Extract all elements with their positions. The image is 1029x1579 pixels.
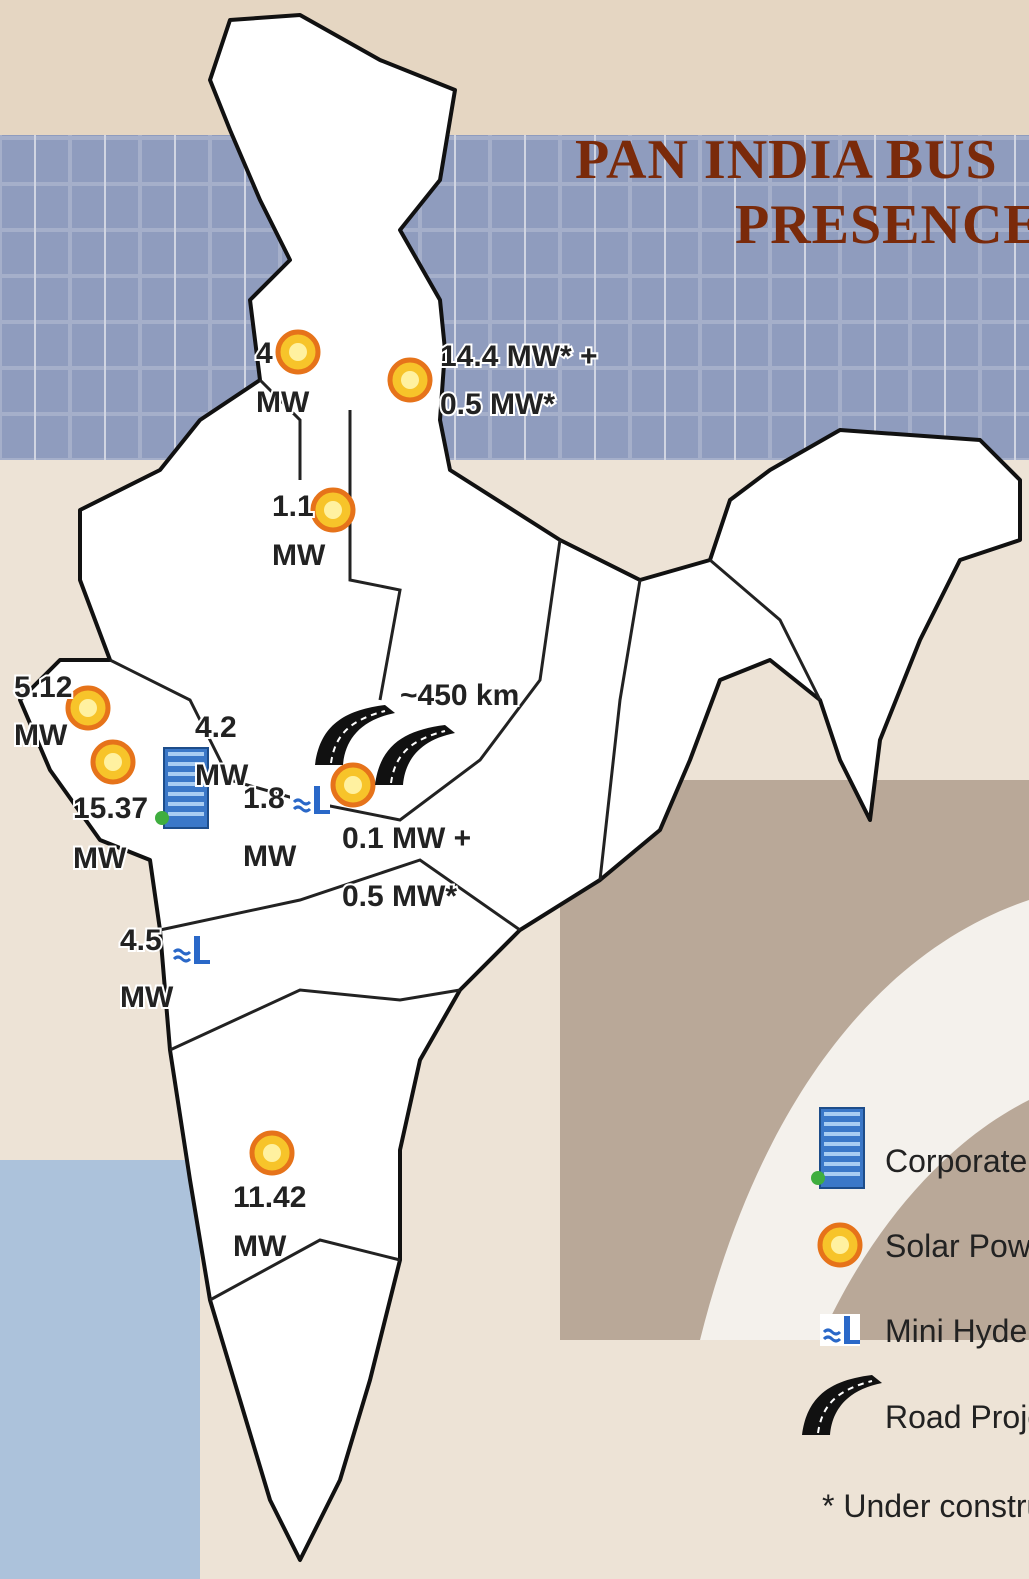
label: MW <box>272 539 326 572</box>
label: MW <box>233 1230 287 1263</box>
title-line: PRESENCE <box>735 194 1029 256</box>
solar-icon <box>93 742 133 782</box>
legend-icon <box>820 1225 860 1265</box>
solar-icon <box>278 332 318 372</box>
title-line: PAN INDIA BUS <box>575 129 998 191</box>
solar-icon <box>313 490 353 530</box>
label: 15.37 <box>73 792 148 825</box>
label: MW <box>14 719 68 752</box>
label: MW <box>195 759 249 792</box>
label: 5.12 <box>14 671 72 704</box>
label: MW <box>243 840 297 873</box>
label: MW <box>256 386 310 419</box>
fort-backdrop <box>0 0 1029 135</box>
label: 4 <box>256 337 273 370</box>
label: ~450 km <box>400 679 519 712</box>
label: 0.5 MW* <box>440 388 555 421</box>
label: MW <box>120 981 174 1014</box>
label: 0.5 MW* <box>342 880 457 913</box>
legend-icon <box>820 1314 860 1346</box>
label: 4.5 <box>120 924 162 957</box>
legend-text: Corporate O <box>885 1143 1029 1179</box>
solar-icon <box>68 688 108 728</box>
solar-icon <box>252 1133 292 1173</box>
label: 14.4 MW* + <box>440 340 598 373</box>
label: 0.1 MW + <box>342 822 471 855</box>
hydel-icon <box>290 784 330 816</box>
label: 1.1 <box>272 490 314 523</box>
legend-text: Road Projec <box>885 1399 1029 1435</box>
label: 11.42 <box>233 1181 306 1214</box>
page: PAN INDIA BUS PRESENCE 4 MW 14.4 MW* + 0… <box>0 0 1029 1579</box>
legend-note: * Under constru <box>822 1488 1029 1524</box>
legend-text: Solar Power <box>885 1228 1029 1264</box>
hydel-icon <box>170 934 210 966</box>
solar-icon <box>390 360 430 400</box>
solar-icon <box>333 765 373 805</box>
map-infographic: PAN INDIA BUS PRESENCE 4 MW 14.4 MW* + 0… <box>0 0 1029 1579</box>
label: MW <box>73 842 127 875</box>
legend-text: Mini Hydel <box>885 1313 1029 1349</box>
factory-backdrop <box>0 1160 200 1579</box>
label: 1.8 <box>243 782 285 815</box>
label: 4.2 <box>195 711 237 744</box>
